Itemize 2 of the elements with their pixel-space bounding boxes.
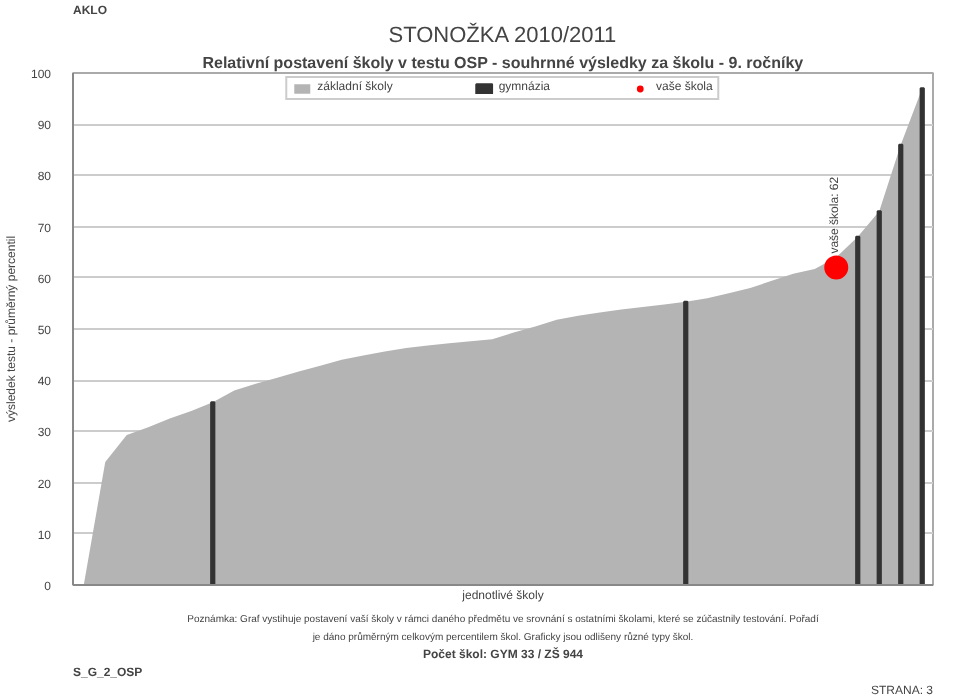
- chart-title: STONOŽKA 2010/2011: [388, 22, 617, 48]
- chart-subtitle: Relativní postavení školy v testu OSP - souhrnné výsledky za školu - 9. ročníky: [202, 54, 805, 72]
